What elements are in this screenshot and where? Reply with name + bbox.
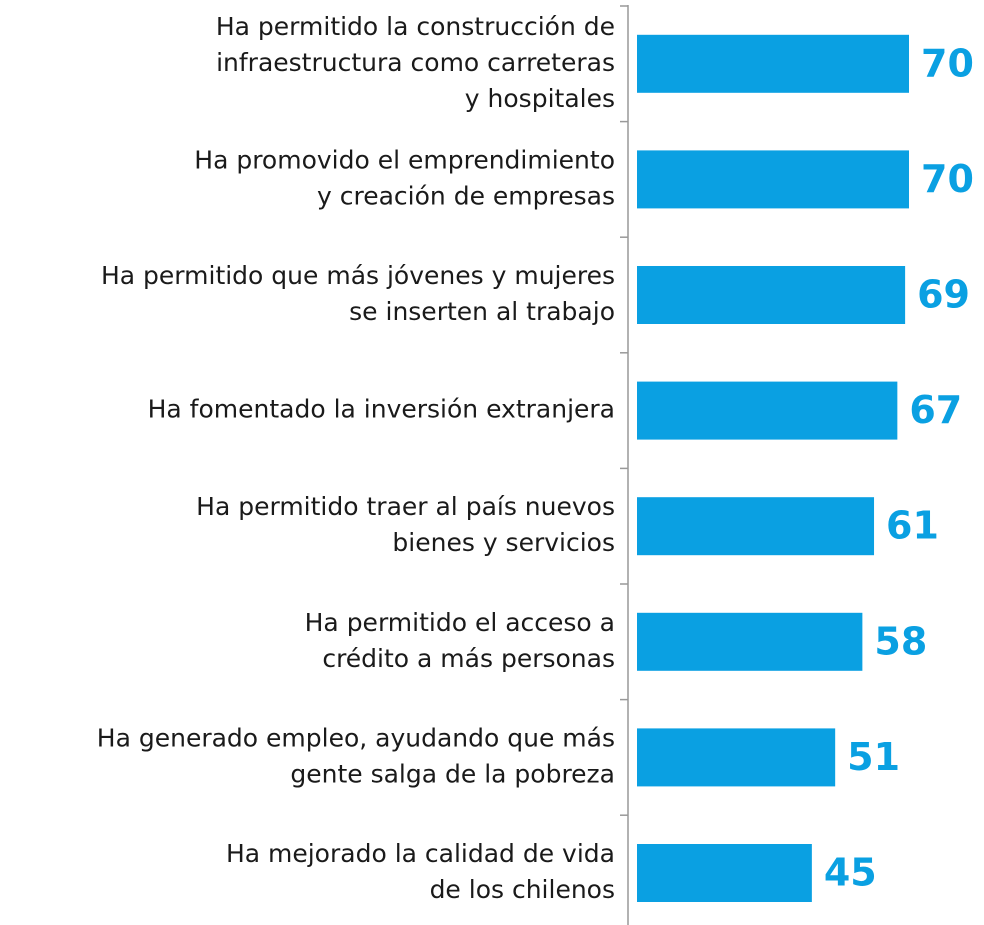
bar	[637, 150, 910, 209]
value-label: 70	[921, 157, 974, 201]
value-label: 61	[886, 504, 939, 548]
category-label: infraestructura como carreteras	[216, 48, 615, 77]
value-label: 58	[874, 619, 927, 663]
value-label: 69	[917, 273, 970, 317]
category-label: Ha permitido traer al país nuevos	[196, 492, 615, 521]
category-label: crédito a más personas	[322, 644, 615, 673]
bar	[637, 381, 898, 440]
bar	[637, 34, 910, 93]
category-label: y hospitales	[465, 84, 615, 113]
value-label: 67	[909, 388, 962, 432]
category-label: Ha permitido la construcción de	[216, 12, 615, 41]
category-label: Ha mejorado la calidad de vida	[226, 839, 615, 868]
bar	[637, 728, 836, 787]
bar	[637, 612, 863, 671]
category-label: Ha generado empleo, ayudando que más	[97, 723, 615, 752]
category-label: Ha promovido el emprendimiento	[194, 145, 615, 174]
category-label: Ha permitido el acceso a	[305, 608, 615, 637]
category-label: Ha permitido que más jóvenes y mujeres	[101, 261, 615, 290]
category-label: de los chilenos	[430, 875, 615, 904]
value-label: 51	[847, 735, 900, 779]
category-label: se inserten al trabajo	[349, 297, 615, 326]
category-label: gente salga de la pobreza	[290, 759, 615, 788]
category-label: y creación de empresas	[317, 181, 615, 210]
bar	[637, 266, 906, 324]
bar	[637, 844, 812, 902]
category-label: Ha fomentado la inversión extranjera	[148, 395, 615, 424]
value-label: 45	[824, 851, 877, 895]
category-label: bienes y servicios	[392, 528, 615, 557]
bar	[637, 497, 875, 556]
value-label: 70	[921, 41, 974, 85]
